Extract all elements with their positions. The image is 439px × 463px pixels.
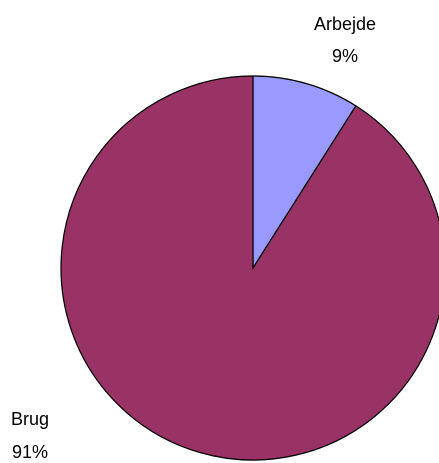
slice-value-brug: 91%: [12, 442, 48, 462]
slice-label-arbejde: Arbejde: [314, 14, 376, 34]
pie-slice-arbejde: [252, 75, 357, 271]
pie-slices: [60, 75, 439, 461]
slice-value-arbejde: 9%: [332, 46, 358, 66]
slice-label-brug: Brug: [11, 409, 49, 429]
pie-slice-brug: [60, 75, 439, 461]
pie-labels: Arbejde 9% Brug 91%: [11, 14, 376, 462]
